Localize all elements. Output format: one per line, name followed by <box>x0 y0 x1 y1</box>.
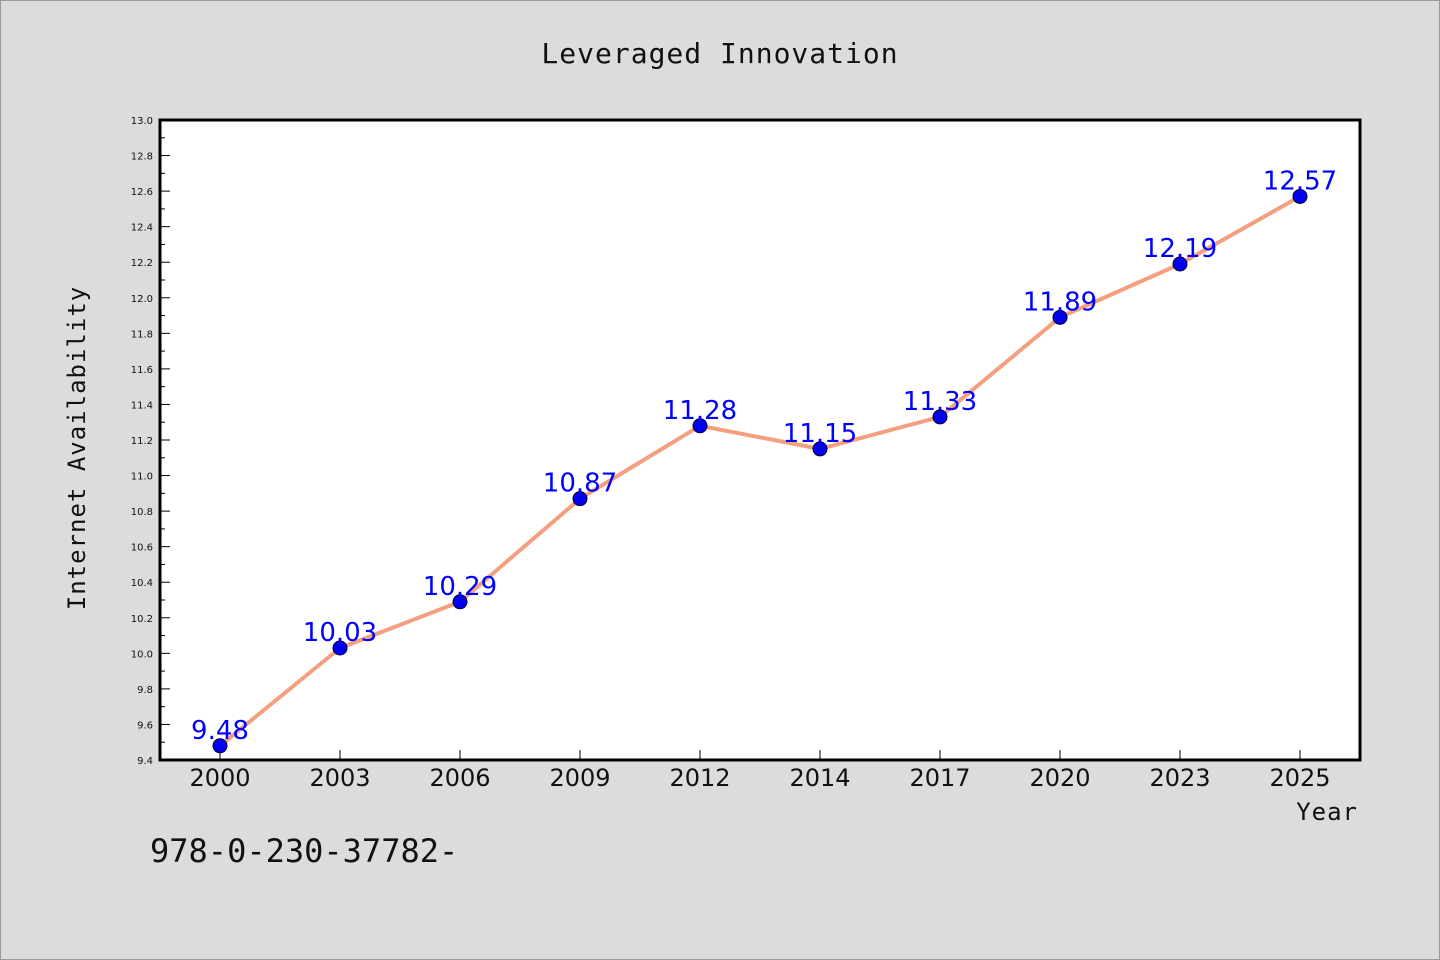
data-label: 11.89 <box>1023 287 1097 317</box>
data-point <box>1172 256 1188 272</box>
data-label: 11.33 <box>903 387 977 417</box>
y-tick-label: 9.6 <box>137 720 153 731</box>
series-group: 9.48 10.03 10.29 10.87 11.28 11.15 11.33 11.89 1… <box>191 166 1337 754</box>
series-line <box>218 194 1301 748</box>
x-tick-label: 2017 <box>909 764 970 792</box>
x-tick-label: 2023 <box>1149 764 1210 792</box>
data-point <box>332 640 348 656</box>
y-tick-label: 12.8 <box>131 152 153 163</box>
y-tick-label: 12.6 <box>131 187 153 198</box>
y-axis-label: Internet Availability <box>63 286 91 610</box>
x-tick-label: 2020 <box>1029 764 1090 792</box>
y-axis-ticks: 9.4 9.6 9.8 10.0 10.2 10.4 10.6 10.8 11.0 11.2 11.… <box>131 116 170 767</box>
data-label: 10.29 <box>423 572 497 602</box>
data-label: 11.28 <box>663 396 737 426</box>
data-point <box>1052 309 1068 325</box>
x-axis-label: Year <box>1296 798 1358 826</box>
x-tick-label: 2025 <box>1269 764 1330 792</box>
data-point <box>932 409 948 425</box>
y-tick-label: 10.6 <box>131 543 153 554</box>
y-tick-label: 11.2 <box>131 436 153 447</box>
y-tick-label: 11.4 <box>131 400 153 411</box>
x-tick-label: 2000 <box>189 764 250 792</box>
y-tick-label: 10.4 <box>131 578 153 589</box>
data-point <box>1292 188 1308 204</box>
x-tick-label: 2006 <box>429 764 490 792</box>
y-tick-label: 13.0 <box>131 116 153 127</box>
y-tick-label: 11.8 <box>131 329 153 340</box>
x-tick-label: 2014 <box>789 764 850 792</box>
footnote-text: 978-0-230-37782- <box>150 832 459 870</box>
x-tick-label: 2012 <box>669 764 730 792</box>
y-tick-label: 10.0 <box>131 649 153 660</box>
data-label: 9.48 <box>191 716 249 746</box>
y-tick-label: 12.4 <box>131 223 153 234</box>
y-tick-label: 12.0 <box>131 294 153 305</box>
data-point <box>692 418 708 434</box>
y-tick-label: 10.8 <box>131 507 153 518</box>
chart-title: Leveraged Innovation <box>541 37 898 70</box>
y-tick-label: 12.2 <box>131 258 153 269</box>
data-point <box>572 491 588 507</box>
y-tick-label: 9.4 <box>137 756 153 767</box>
data-label: 10.87 <box>543 469 617 499</box>
x-tick-label: 2003 <box>309 764 370 792</box>
data-point <box>812 441 828 457</box>
data-point <box>212 738 228 754</box>
x-axis-ticks: 2000 2003 2006 2009 2012 2014 2017 2020 2023 2025 <box>189 750 1331 792</box>
data-label: 11.15 <box>783 419 857 449</box>
y-tick-label: 10.2 <box>131 614 153 625</box>
y-tick-label: 11.6 <box>131 365 153 376</box>
data-label: 12.57 <box>1263 166 1337 196</box>
data-label: 10.03 <box>303 618 377 648</box>
plot-area <box>158 118 1362 762</box>
x-tick-label: 2009 <box>549 764 610 792</box>
data-point <box>452 594 468 610</box>
data-label: 12.19 <box>1143 234 1217 264</box>
y-tick-label: 9.8 <box>137 685 153 696</box>
y-tick-label: 11.0 <box>131 472 153 483</box>
